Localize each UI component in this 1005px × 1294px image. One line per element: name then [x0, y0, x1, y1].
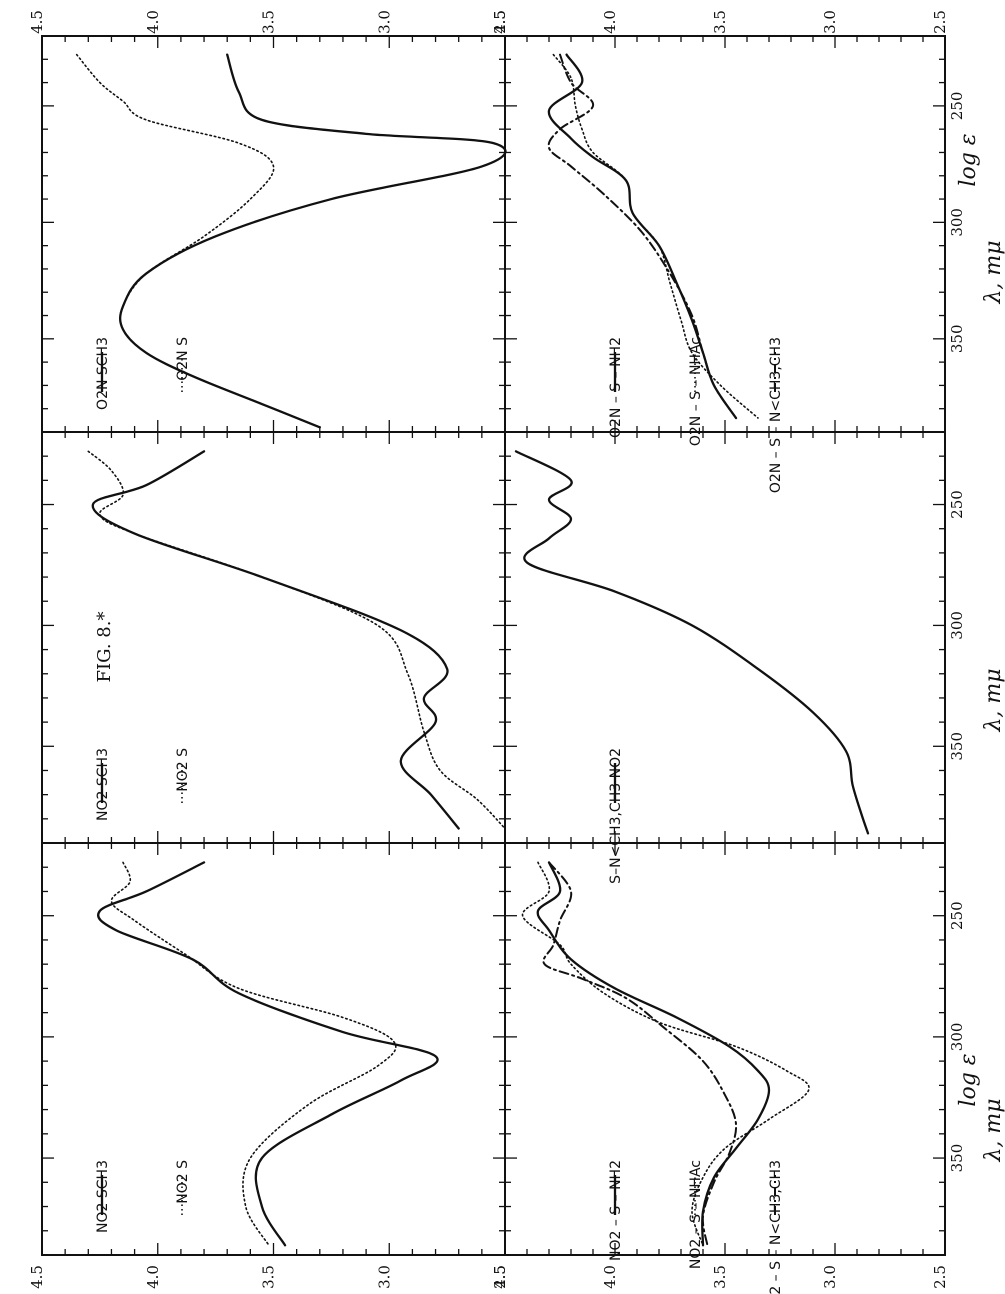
y-tick-label: 4.5 — [28, 10, 46, 34]
y-tick-label: 2.5 — [931, 1265, 949, 1289]
x-axis-label-right: λ, mμ — [981, 240, 1005, 304]
panel-top-right: 4.5 4.0 3.5 3.0 2.5 O2N SCH3 O2N S — [28, 10, 509, 433]
figure-title: FIG. 8.* — [94, 612, 115, 683]
legend-label: NO2 SCH3 — [95, 1160, 111, 1233]
series-line-dotted — [552, 53, 759, 419]
x-tick-label: 250 — [948, 92, 966, 121]
legend-label: NO2 – S – NHAc — [688, 1160, 704, 1269]
y-tick-label: 3.5 — [260, 10, 278, 34]
x-tick-label: 350 — [948, 732, 966, 761]
series-line-solid — [536, 861, 771, 1247]
series-line-solid — [547, 53, 738, 420]
y-tick-label: 2.5 — [491, 1265, 509, 1289]
panel-top-middle: NO2 SCH3 NO2 S — [41, 431, 506, 844]
legend-label: O2N – S – N<CH3,CH3 — [768, 337, 784, 493]
x-tick-label: 300 — [948, 208, 966, 237]
x-axis-label-left: λ, mμ — [981, 1098, 1005, 1162]
x-axis-label-middle: λ, mμ — [981, 668, 1005, 732]
panel-bottom-middle: 250 300 350 S–N<CH3,CH3 NO2 — [504, 431, 966, 884]
series-line-dotted — [110, 861, 397, 1247]
legend-label: NO2 – S – NH2 — [608, 1160, 624, 1261]
x-tick-label: 300 — [948, 611, 966, 640]
legend: NO2 SCH3 NO2 S — [95, 1160, 191, 1233]
y-tick-label: 3.5 — [260, 1265, 278, 1289]
legend-label: O2N S — [175, 337, 191, 381]
series-line-dashdot — [547, 53, 737, 420]
legend: S–N<CH3,CH3 NO2 — [608, 748, 624, 884]
y-tick-label: 4.5 — [491, 1265, 509, 1289]
y-tick-label: 4.0 — [601, 1265, 619, 1289]
y-tick-label: 3.0 — [821, 1265, 839, 1289]
y-tick-label: 3.5 — [711, 10, 729, 34]
x-tick-label: 350 — [948, 325, 966, 354]
panel-frame — [504, 35, 946, 433]
y-tick-label: 4.5 — [28, 1265, 46, 1289]
x-tick-label: 300 — [948, 1023, 966, 1052]
legend-label: NO2 SCH3 — [95, 748, 111, 821]
legend: NO2 SCH3 NO2 S — [95, 748, 191, 821]
series-line-dashdot — [542, 861, 738, 1247]
legend-label: S–N<CH3,CH3 NO2 — [608, 748, 624, 884]
y-tick-label: 3.0 — [821, 10, 839, 34]
legend-label: O2N SCH3 — [95, 337, 111, 410]
x-tick-label: 350 — [948, 1144, 966, 1173]
y-tick-label: 4.0 — [144, 10, 162, 34]
y-tick-label: 3.0 — [375, 10, 393, 34]
y-tick-label: 4.0 — [601, 10, 619, 34]
series-line-dotted — [521, 861, 810, 1247]
series-line-dotted — [87, 450, 506, 830]
x-tick-label: 250 — [948, 901, 966, 930]
series-line-solid — [96, 861, 439, 1247]
legend-label: O2N – S – NHAc — [688, 337, 704, 446]
series-line-dotted — [75, 53, 321, 429]
y-tick-label: 3.5 — [711, 1265, 729, 1289]
y-axis-label-bottom: log ε — [956, 1053, 981, 1106]
panel-frame — [504, 842, 946, 1256]
y-tick-label: 2.5 — [931, 10, 949, 34]
legend-label: NO2 S — [175, 1160, 191, 1204]
x-tick-label: 250 — [948, 490, 966, 519]
series-line-solid — [91, 450, 460, 830]
y-tick-label: 2.5 — [491, 10, 509, 34]
legend-label: NO2 S — [175, 748, 191, 792]
y-tick-label: 4.0 — [144, 1265, 162, 1289]
legend: O2N – S – NH2 O2N – S – NHAc O2N – S – N<C… — [608, 337, 784, 493]
y-axis-label-top: log ε — [956, 133, 981, 186]
panel-frame — [504, 431, 946, 844]
y-tick-label: 3.0 — [375, 1265, 393, 1289]
y-tick-label: 4.5 — [491, 10, 509, 34]
legend-label: NO2 – S – N<CH3,CH3 — [768, 1160, 784, 1294]
legend: O2N SCH3 O2N S — [95, 337, 191, 410]
panel-frame — [41, 35, 506, 433]
panel-top-left: 4.5 4.0 3.5 3.0 2.5 NO2 SCH3 NO2 S — [28, 842, 509, 1289]
series-line-solid — [514, 450, 870, 835]
legend-label: O2N – S – NH2 — [608, 337, 624, 438]
legend: NO2 – S – NH2 NO2 – S – NHAc NO2 – S – N<C… — [608, 1160, 784, 1294]
